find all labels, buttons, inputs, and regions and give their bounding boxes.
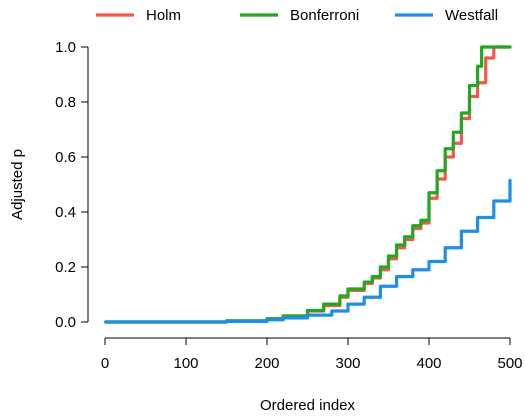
y-tick-label: 1.0 (55, 39, 76, 56)
x-tick-label: 400 (416, 355, 441, 372)
x-axis: 0 100 200 300 400 500 (101, 337, 523, 372)
y-tick-label: 0.0 (55, 314, 76, 331)
legend: Holm Bonferroni Westfall (96, 7, 498, 24)
legend-label-bonferroni: Bonferroni (290, 7, 359, 24)
x-tick-label: 300 (335, 355, 360, 372)
x-axis-title: Ordered index (260, 397, 356, 414)
y-tick-label: 0.8 (55, 94, 76, 111)
series-layer (104, 45, 512, 324)
x-tick-label: 0 (101, 355, 109, 372)
legend-label-westfall: Westfall (445, 7, 498, 24)
x-tick-label: 200 (254, 355, 279, 372)
y-tick-label: 0.2 (55, 259, 76, 276)
y-tick-label: 0.6 (55, 149, 76, 166)
series-line-holm (104, 45, 512, 324)
series-line-westfall (104, 178, 512, 324)
y-tick-label: 0.4 (55, 204, 76, 221)
y-axis-title: Adjusted p (9, 149, 26, 220)
x-tick-label: 100 (173, 355, 198, 372)
x-tick-label: 500 (497, 355, 522, 372)
legend-label-holm: Holm (146, 7, 181, 24)
y-axis: 0.0 0.2 0.4 0.6 0.8 1.0 (55, 39, 89, 331)
series-line-bonferroni (104, 45, 512, 324)
